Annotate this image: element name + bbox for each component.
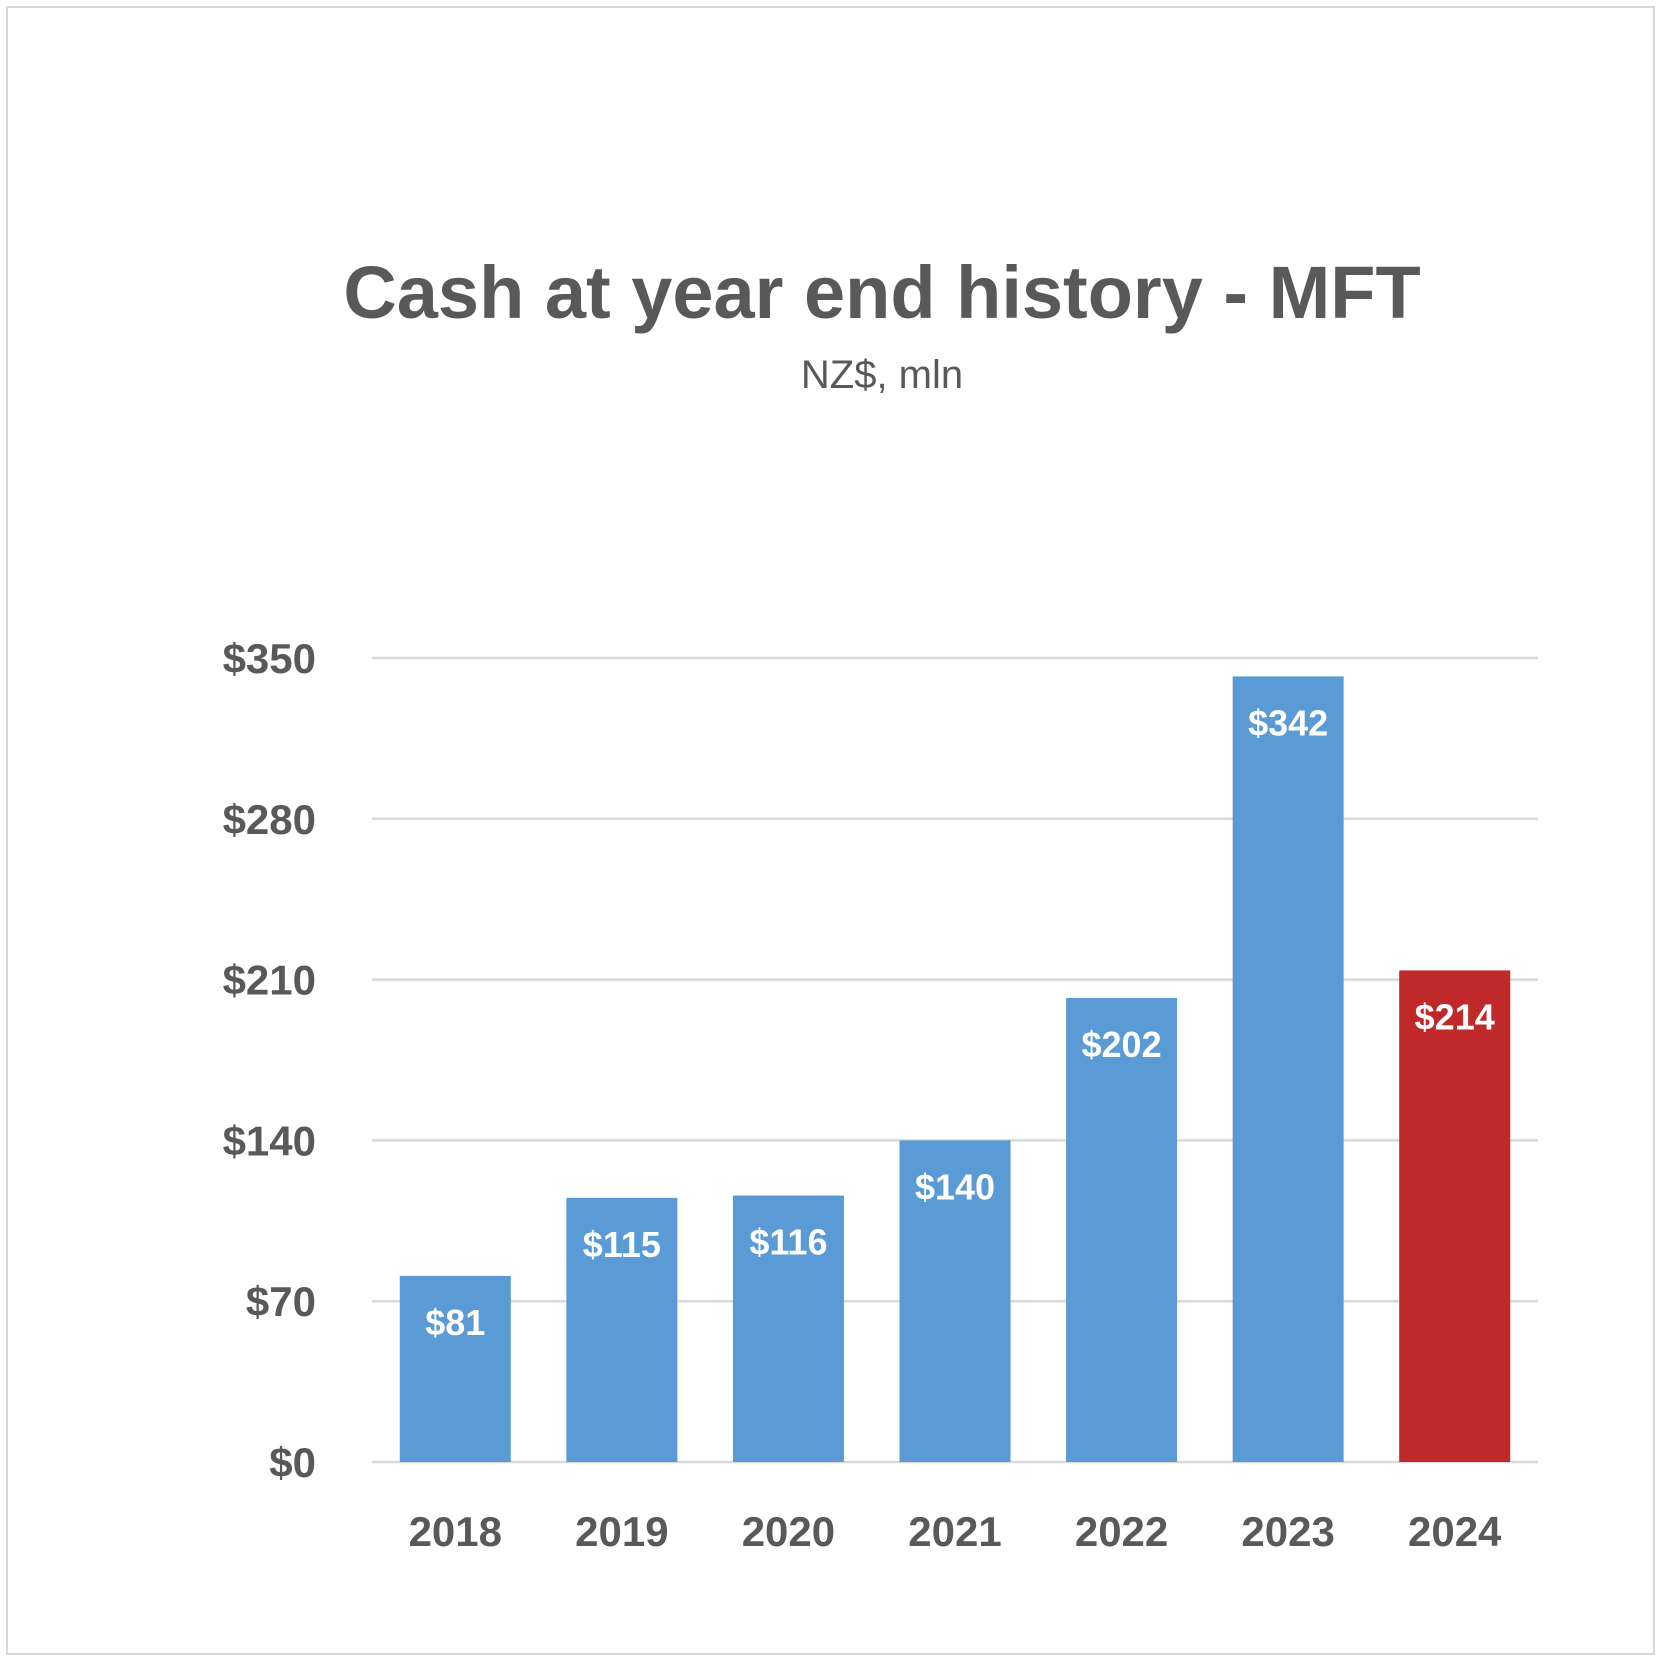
chart-title: Cash at year end history - MFT xyxy=(343,251,1420,334)
y-tick-label: $140 xyxy=(223,1117,316,1164)
bar-2021 xyxy=(899,1140,1011,1462)
x-tick-label: 2018 xyxy=(409,1508,502,1555)
data-label-2024: $214 xyxy=(1415,996,1495,1037)
y-axis-ticks: $0 $70 $140 $210 $280 $350 xyxy=(223,635,316,1486)
x-tick-label: 2023 xyxy=(1241,1508,1334,1555)
data-label-2018: $81 xyxy=(425,1302,485,1343)
x-tick-label: 2024 xyxy=(1408,1508,1502,1555)
x-tick-label: 2020 xyxy=(742,1508,835,1555)
data-label-2022: $202 xyxy=(1082,1024,1162,1065)
data-label-2019: $115 xyxy=(583,1224,661,1265)
x-tick-label: 2021 xyxy=(908,1508,1001,1555)
y-tick-label: $280 xyxy=(223,796,316,843)
y-tick-label: $350 xyxy=(223,635,316,682)
bar-2019 xyxy=(566,1197,678,1462)
data-label-2023: $342 xyxy=(1248,702,1328,743)
chart-subtitle: NZ$, mln xyxy=(801,353,963,397)
x-tick-label: 2019 xyxy=(575,1508,668,1555)
bar-2023 xyxy=(1232,676,1344,1462)
x-tick-label: 2022 xyxy=(1075,1508,1168,1555)
bar-2020 xyxy=(732,1195,844,1462)
y-tick-label: $210 xyxy=(223,957,316,1004)
bar-2018 xyxy=(399,1275,511,1462)
y-tick-label: $70 xyxy=(246,1278,316,1325)
data-labels: $81 $115 $116 $140 $202 $342 $214 xyxy=(425,702,1495,1343)
x-axis-ticks: 2018 2019 2020 2021 2022 2023 2024 xyxy=(409,1508,1503,1555)
data-label-2020: $116 xyxy=(749,1222,827,1263)
bar-2024 xyxy=(1399,970,1511,1462)
bars xyxy=(399,676,1511,1462)
bar-2022 xyxy=(1066,997,1178,1462)
data-label-2021: $140 xyxy=(915,1166,995,1207)
y-tick-label: $0 xyxy=(269,1439,316,1486)
gridlines xyxy=(372,656,1538,1464)
